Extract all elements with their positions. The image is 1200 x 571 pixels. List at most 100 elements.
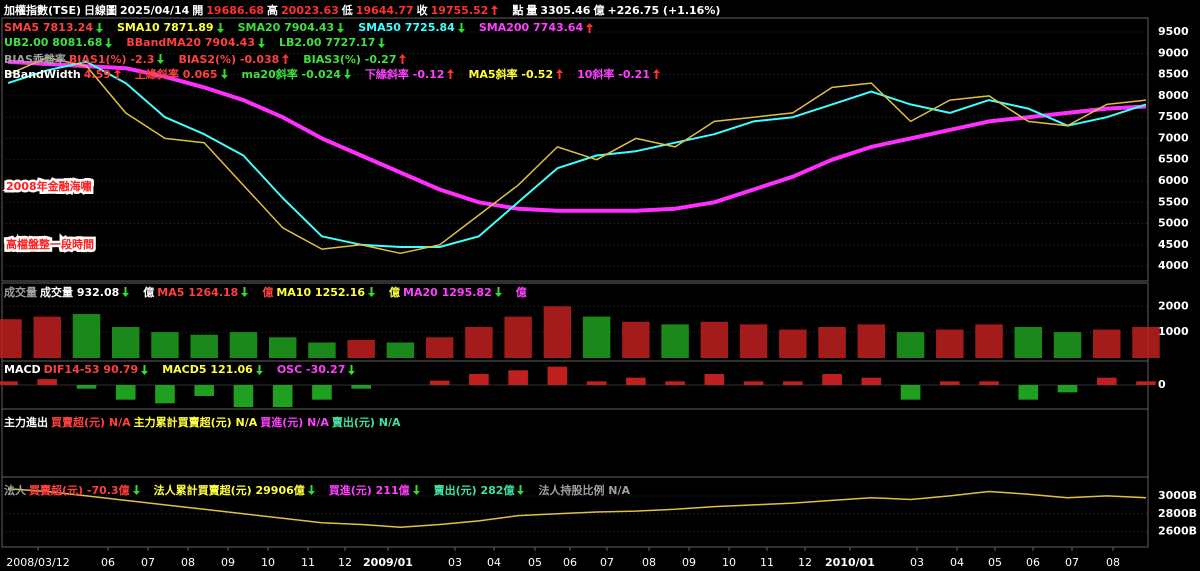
arrow-icon	[220, 69, 228, 79]
arrow-icon	[132, 485, 140, 495]
arrow-icon	[491, 5, 499, 15]
label: SMA50 7725.84	[358, 21, 455, 34]
arrow-icon	[113, 69, 121, 79]
x-tick-label: 07	[1065, 556, 1079, 569]
arrow-icon	[258, 37, 265, 48]
label: 賣出(元) 282億	[433, 484, 515, 497]
label: 20023.63	[281, 3, 339, 17]
text-row: UB2.00 8081.68 BBandMA20 7904.43 LB2.00 77…	[4, 36, 399, 49]
x-tick-label: 12	[798, 556, 812, 569]
arrow-icon	[447, 69, 455, 79]
label: MA5斜率 -0.52	[468, 68, 554, 81]
osc-bar	[1057, 385, 1078, 393]
label: 日線圖	[84, 4, 117, 17]
volume-bar	[896, 332, 925, 358]
volume-bar	[229, 332, 258, 358]
x-tick-label: 09	[221, 556, 235, 569]
osc-bar	[429, 380, 450, 385]
label: 買賣超(元) -70.3億	[29, 484, 130, 497]
volume-bar	[151, 332, 179, 358]
arrow-icon	[378, 37, 386, 48]
volume-bar	[622, 321, 650, 358]
arrow-icon	[307, 485, 315, 495]
osc-bar	[76, 385, 97, 389]
volume-bar	[0, 319, 22, 358]
label: 10斜率 -0.21	[577, 68, 650, 81]
y-tick-label: 6500	[1158, 153, 1189, 166]
label: 賣出(元) N/A	[331, 416, 401, 429]
x-tick-label: 09	[682, 556, 696, 569]
volume-bar	[268, 337, 297, 358]
volume-bar	[779, 329, 807, 358]
label: 成交量 932.08	[40, 286, 120, 299]
label: 2025/04/14	[120, 3, 190, 17]
x-tick-label: 04	[950, 556, 964, 569]
volume-bar	[1053, 332, 1082, 358]
volume-bar	[465, 326, 493, 358]
y-tick-label: 8000	[1158, 89, 1189, 102]
osc-bar	[233, 385, 254, 407]
volume-bar	[543, 306, 572, 358]
volume-bar	[33, 316, 61, 358]
label: SMA5 7813.24	[4, 21, 93, 34]
label: BIAS3(%) -0.27	[303, 52, 397, 66]
arrow-icon	[141, 364, 149, 375]
label: 量	[526, 4, 538, 17]
osc-bar	[115, 385, 136, 400]
text-row: 法人 買賣超(元) -70.3億 法人累計買賣超(元) 29906億 買進(元) 21…	[4, 482, 633, 498]
arrow-icon	[255, 364, 263, 375]
arrow-icon	[241, 287, 249, 297]
label: MA20 1295.82	[403, 285, 492, 299]
x-tick-label: 10	[722, 556, 736, 569]
arrow-icon	[95, 22, 103, 33]
osc-bar	[351, 385, 371, 389]
label: MACD5 121.06	[162, 363, 253, 376]
x-tick-label: 08	[1106, 556, 1120, 569]
osc-bar	[0, 381, 18, 385]
text-row: 加權指數(TSE) 日線圖 2025/04/14 開 19686.68 高 20023.63…	[4, 2, 723, 18]
osc-bar	[547, 366, 568, 385]
label: UB2.00 8081.68	[4, 36, 103, 49]
label: SMA10 7871.89	[116, 21, 214, 34]
y-tick-label: 5000	[1158, 217, 1189, 230]
x-tick-label: 06	[563, 556, 577, 569]
volume-bar	[975, 324, 1003, 358]
label: LB2.00 7727.17	[279, 36, 376, 49]
osc-bar	[312, 385, 332, 400]
y-tick-label: 4500	[1158, 238, 1189, 251]
text-row: 成交量 成交量 932.08 億 MA5 1264.18 億 MA10 1252.16 億 M…	[4, 284, 530, 300]
text-row: 主力進出 買賣超(元) N/A 主力累計買賣超(元) N/A 買進(元) N/A 賣出(…	[4, 414, 404, 430]
label: ma20斜率 -0.024	[241, 68, 341, 81]
label: BIAS1(%) -2.3	[68, 52, 155, 66]
osc-bar	[665, 381, 685, 385]
label: 買賣超(元) N/A	[51, 416, 131, 429]
y-tick-label: 8500	[1158, 68, 1189, 81]
text-row: SMA5 7813.24 SMA10 7871.89 SMA20 7904.43 SM…	[4, 21, 607, 34]
x-tick-label: 06	[1026, 556, 1040, 569]
label: 4.59	[83, 67, 111, 81]
label: OSC -30.27	[276, 363, 346, 376]
osc-bar	[704, 374, 725, 385]
x-tick-label: 11	[301, 556, 315, 569]
arrow-icon	[216, 22, 224, 33]
label: BIAS乖離率	[4, 53, 66, 66]
x-tick-label: 2009/01	[363, 556, 413, 569]
y-tick-label: 2800B	[1158, 507, 1197, 520]
y-tick-label: 1000	[1158, 325, 1189, 338]
label: 19755.52	[430, 3, 489, 17]
text-row: BBandWidth 4.59 上緣斜率 0.065 ma20斜率 -0.024 下緣斜…	[4, 66, 674, 82]
osc-bar	[1018, 385, 1039, 400]
y-tick-label: 4000	[1158, 259, 1189, 272]
arrow-icon	[517, 485, 525, 495]
volume-bar	[347, 339, 375, 358]
x-tick-label: 07	[141, 556, 155, 569]
volume-bar	[1132, 326, 1160, 358]
x-tick-label: 03	[910, 556, 924, 569]
osc-bar	[469, 374, 489, 385]
x-tick-label: 11	[760, 556, 774, 569]
x-tick-label: 07	[600, 556, 614, 569]
text-row: BIAS乖離率 BIAS1(%) -2.3 BIAS2(%) -0.038 BIAS3…	[4, 51, 420, 67]
osc-bar	[194, 385, 215, 396]
volume-bar	[386, 342, 415, 358]
label: 下緣斜率 -0.12	[364, 68, 445, 81]
